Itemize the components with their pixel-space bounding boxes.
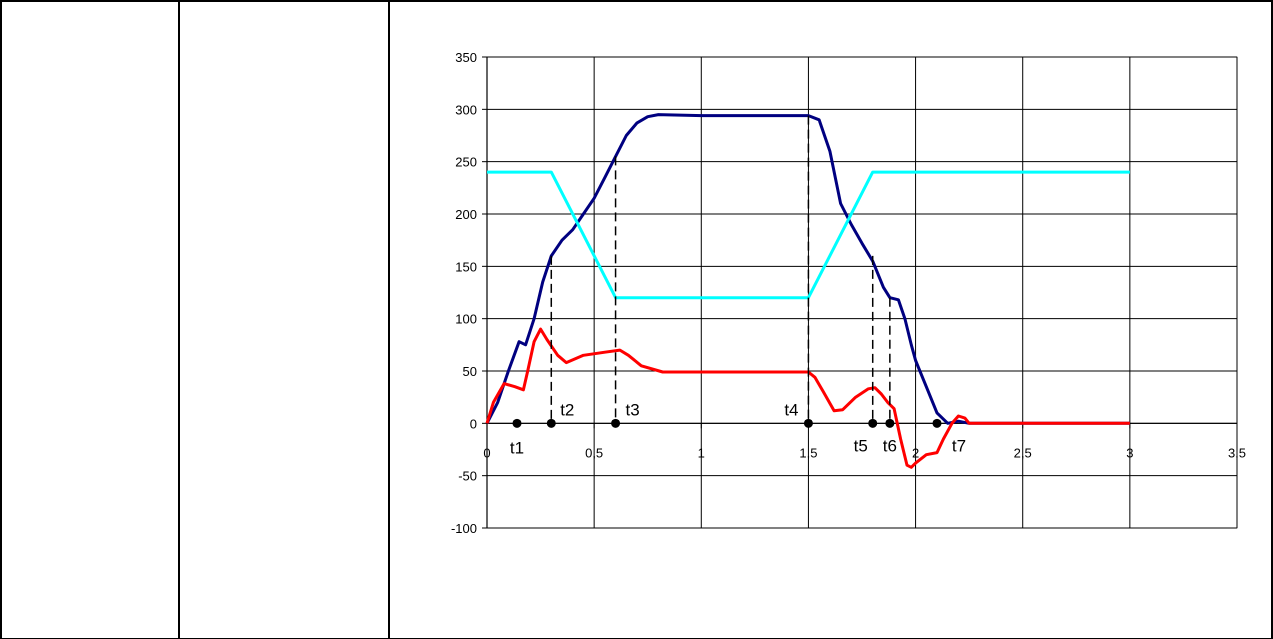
event-label-t3: t3 — [625, 400, 639, 419]
y-tick-label: 350 — [455, 50, 477, 65]
y-tick-label: 50 — [463, 364, 477, 379]
event-dot — [932, 418, 942, 428]
y-tick-label: -50 — [458, 469, 477, 484]
event-dot — [885, 418, 895, 428]
x-tick-label: 2,5 — [1014, 445, 1032, 460]
event-label-t7: t7 — [952, 436, 966, 455]
line-chart: -100 -50 0 50 100 150 200 250 300 350 0 0,5 1 1,5 2 2,5… — [451, 50, 1246, 536]
y-tick-label: 300 — [455, 102, 477, 117]
series-line-1 — [485, 113, 1130, 425]
event-label-t5: t5 — [854, 436, 868, 455]
series-line-3 — [485, 327, 1130, 469]
event-label-t6: t6 — [883, 436, 897, 455]
tick-labels: -100 -50 0 50 100 150 200 250 300 350 0 0,5 1 1,5 2 2,5… — [451, 50, 1246, 536]
event-markers — [512, 115, 942, 428]
table-cell-1 — [0, 0, 180, 639]
y-tick-label: 100 — [455, 312, 477, 327]
x-tick-label: 3 — [1126, 445, 1133, 460]
event-dot — [868, 418, 878, 428]
x-tick-label: 0 — [483, 445, 490, 460]
event-dot — [611, 418, 621, 428]
event-dot — [546, 418, 556, 428]
x-tick-label: 0,5 — [585, 445, 603, 460]
x-tick-label: 1 — [698, 445, 705, 460]
series-lines — [485, 113, 1130, 469]
y-tick-label: 0 — [470, 416, 477, 431]
x-tick-label: 2 — [912, 445, 919, 460]
y-tick-label: -100 — [451, 521, 477, 536]
event-label-t1: t1 — [510, 438, 524, 457]
series-line-2 — [487, 170, 1130, 300]
y-tick-label: 200 — [455, 207, 477, 222]
y-tick-label: 250 — [455, 155, 477, 170]
event-label-t2: t2 — [560, 400, 574, 419]
event-dot — [512, 418, 522, 428]
x-tick-label: 1,5 — [799, 445, 817, 460]
table-cell-2 — [180, 0, 390, 639]
event-label-t4: t4 — [784, 400, 798, 419]
event-dot — [803, 418, 813, 428]
x-tick-label: 3,5 — [1228, 445, 1246, 460]
y-tick-label: 150 — [455, 259, 477, 274]
